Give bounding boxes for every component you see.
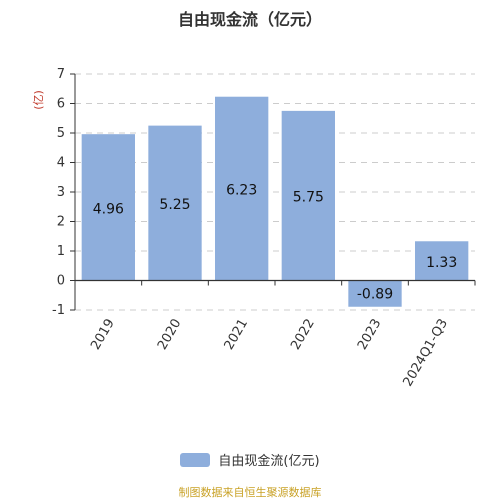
bar-2019 (81, 134, 135, 281)
chart-title: 自由现金流（亿元） (177, 10, 322, 29)
y-tick-label: 6 (57, 97, 65, 112)
y-tick-label: 4 (57, 156, 65, 171)
source-note: 制图数据来自恒生聚源数据库 (178, 486, 322, 499)
legend-swatch (180, 452, 211, 467)
y-tick-label: -1 (52, 303, 65, 318)
y-tick-label: 7 (57, 67, 65, 82)
data-label: 4.96 (93, 201, 124, 217)
data-label: 5.25 (159, 197, 190, 213)
y-axis-label: (亿) (32, 90, 45, 110)
x-tick-label: 2022 (288, 317, 318, 353)
y-tick-label: 2 (57, 215, 65, 230)
bar-2023 (348, 280, 402, 307)
data-label: 6.23 (226, 183, 257, 199)
gridlines (75, 73, 475, 311)
x-tick-label: 2023 (355, 317, 385, 353)
axes: -1 0 1 2 3 4 5 6 7 (亿) (32, 67, 476, 318)
bar-2024Q1-Q3 (415, 241, 469, 281)
data-label: -0.89 (357, 287, 393, 303)
bars (81, 96, 469, 307)
legend[interactable]: 自由现金流(亿元) (0, 450, 500, 469)
data-label: 5.75 (293, 190, 324, 206)
x-tick-label: 2020 (155, 317, 185, 353)
y-tick-label: 0 (57, 274, 65, 289)
labels: 4.96 5.25 6.23 5.75 -0.89 1.33 2019 2020 2021 202… (88, 183, 457, 390)
y-tick-label: 5 (57, 126, 65, 141)
x-tick-label: 2024Q1-Q3 (401, 316, 452, 389)
bar-2021 (215, 96, 269, 281)
data-label: 1.33 (426, 255, 457, 271)
legend-label: 自由现金流(亿元) (218, 454, 320, 469)
y-tick-label: 1 (57, 244, 65, 259)
bar-2022 (281, 110, 335, 281)
bar-chart: -1 0 1 2 3 4 5 6 7 (亿) 4.96 5.25 6.23 5.75 -0.89 1.33 2… (32, 67, 476, 390)
x-tick-label: 2021 (222, 317, 252, 353)
bar-2020 (148, 125, 202, 281)
y-tick-label: 3 (57, 185, 65, 200)
x-tick-label: 2019 (88, 317, 118, 353)
